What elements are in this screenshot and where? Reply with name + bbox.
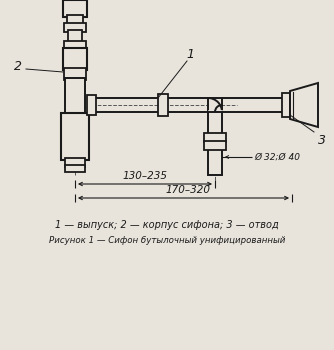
Text: Ø 32;Ø 40: Ø 32;Ø 40 xyxy=(254,153,300,161)
Text: 2: 2 xyxy=(14,60,22,72)
Bar xyxy=(64,41,86,50)
Bar xyxy=(87,95,96,115)
Text: 1 — выпуск; 2 — корпус сифона; 3 — отвод: 1 — выпуск; 2 — корпус сифона; 3 — отвод xyxy=(55,220,279,230)
Bar xyxy=(208,98,222,112)
Text: 170–320: 170–320 xyxy=(166,185,211,195)
Bar xyxy=(63,0,87,17)
Bar xyxy=(282,93,290,117)
Bar xyxy=(64,23,86,32)
Bar xyxy=(68,30,82,43)
Bar xyxy=(208,110,222,126)
Bar xyxy=(65,165,85,172)
Bar xyxy=(64,68,86,80)
Bar xyxy=(65,158,85,167)
Bar xyxy=(63,48,87,70)
Text: Рисунок 1 — Сифон бутылочный унифицированный: Рисунок 1 — Сифон бутылочный унифицирова… xyxy=(49,236,285,245)
Bar xyxy=(61,113,89,160)
Bar xyxy=(204,133,226,142)
Polygon shape xyxy=(290,83,318,127)
Text: 1: 1 xyxy=(186,49,194,62)
Bar xyxy=(158,94,168,116)
Bar xyxy=(65,78,85,115)
Text: 130–235: 130–235 xyxy=(123,171,167,181)
Bar xyxy=(204,141,226,150)
Bar xyxy=(208,112,222,175)
Text: 3: 3 xyxy=(318,133,326,147)
Bar xyxy=(67,15,83,25)
